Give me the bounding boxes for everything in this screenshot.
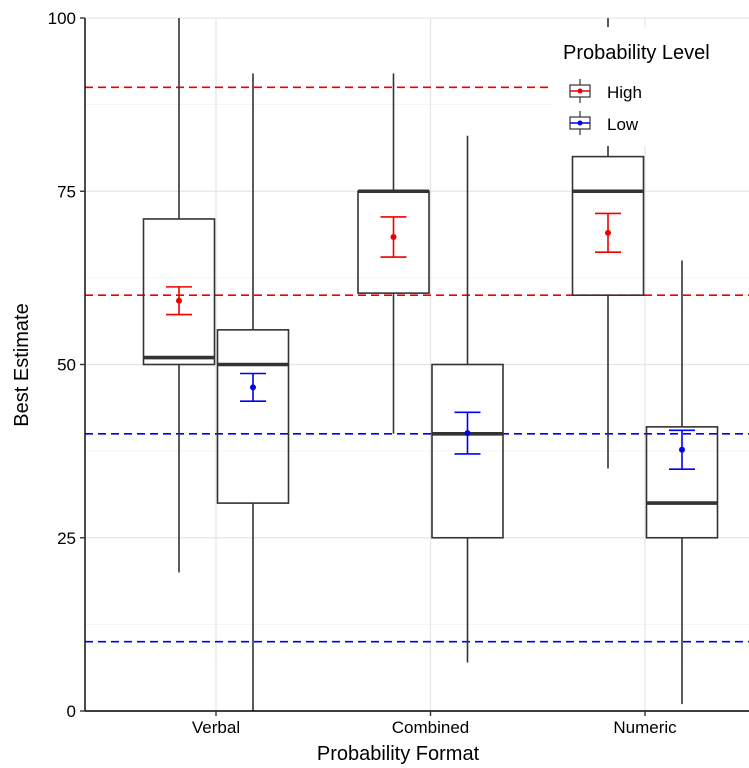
box-high-combined	[357, 73, 430, 434]
mean-point	[390, 233, 397, 240]
box-iqr	[431, 363, 504, 539]
legend-key-low: Low	[569, 111, 639, 135]
x-tick-labels: Verbal Combined Numeric	[192, 711, 677, 737]
y-tick-label: 75	[57, 182, 76, 201]
box-iqr	[216, 329, 290, 504]
y-axis-label: Best Estimate	[11, 303, 33, 426]
y-tick-label: 0	[67, 702, 76, 721]
box-low-verbal	[216, 73, 290, 711]
box-iqr	[645, 426, 719, 539]
mean-point	[679, 446, 685, 453]
x-tick-label: Verbal	[192, 718, 240, 737]
legend-entry-label: High	[607, 83, 642, 102]
x-axis-label: Probability Format	[317, 743, 480, 765]
box-high-verbal	[142, 18, 216, 573]
box-low-combined	[431, 135, 504, 663]
mean-point	[464, 430, 471, 437]
legend-key-point	[577, 120, 583, 126]
boxes	[142, 18, 719, 711]
x-tick-label: Combined	[392, 718, 470, 737]
y-tick-label: 25	[57, 529, 76, 548]
mean-point	[176, 297, 182, 304]
y-tick-label: 100	[48, 9, 76, 28]
mean-point	[250, 384, 256, 391]
y-tick-labels: 0 25 50 75 100	[48, 9, 85, 721]
box-iqr	[142, 218, 216, 366]
y-tick-label: 50	[57, 356, 76, 375]
legend-keys: High Low	[569, 79, 642, 135]
legend-title: Probability Level	[563, 42, 710, 64]
legend-entry-label: Low	[607, 115, 639, 134]
box-iqr	[571, 155, 645, 297]
box-low-numeric	[645, 260, 719, 705]
x-tick-label: Numeric	[613, 718, 677, 737]
mean-point	[605, 229, 611, 236]
legend-key-high: High	[569, 79, 642, 103]
legend-key-point	[577, 88, 583, 94]
legend: Probability Level High Low	[553, 27, 749, 146]
